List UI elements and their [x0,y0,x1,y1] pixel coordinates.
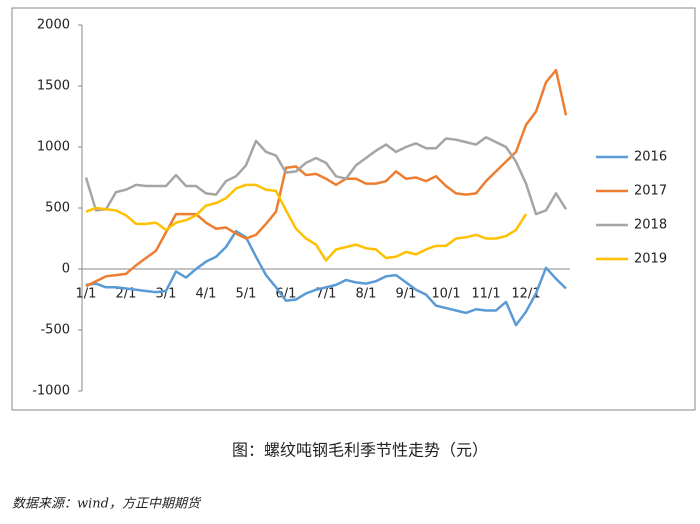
legend-label: 2019 [634,252,667,267]
x-tick-label: 10/1 [431,287,460,302]
x-tick-label: 4/1 [196,287,217,302]
y-tick-label: 1500 [37,79,70,94]
legend-label: 2017 [634,184,667,199]
legend-label: 2018 [634,218,667,233]
y-tick-label: 0 [62,262,70,277]
series-line [85,183,528,262]
series-line [84,135,568,216]
y-tick-label: -500 [40,323,70,338]
x-tick-label: 9/1 [396,287,417,302]
x-tick-label: 11/1 [471,287,500,302]
legend-label: 2016 [634,150,667,165]
x-tick-label: 1/1 [76,287,97,302]
x-tick-label: 5/1 [236,287,257,302]
chart-frame [11,7,696,411]
x-tick-label: 7/1 [316,287,337,302]
y-tick-label: 1000 [37,140,70,155]
x-tick-label: 6/1 [276,287,297,302]
y-tick-label: -1000 [32,384,70,399]
series-line [85,229,567,327]
series-line [85,68,568,288]
source-note: 数据来源：wind，方正中期期货 [12,497,202,512]
y-tick-label: 2000 [37,18,70,33]
chart-title: 图：螺纹吨钢毛利季节性走势（元） [232,441,488,460]
x-tick-label: 3/1 [156,287,177,302]
x-tick-label: 8/1 [356,287,377,302]
y-tick-label: 500 [45,201,70,216]
